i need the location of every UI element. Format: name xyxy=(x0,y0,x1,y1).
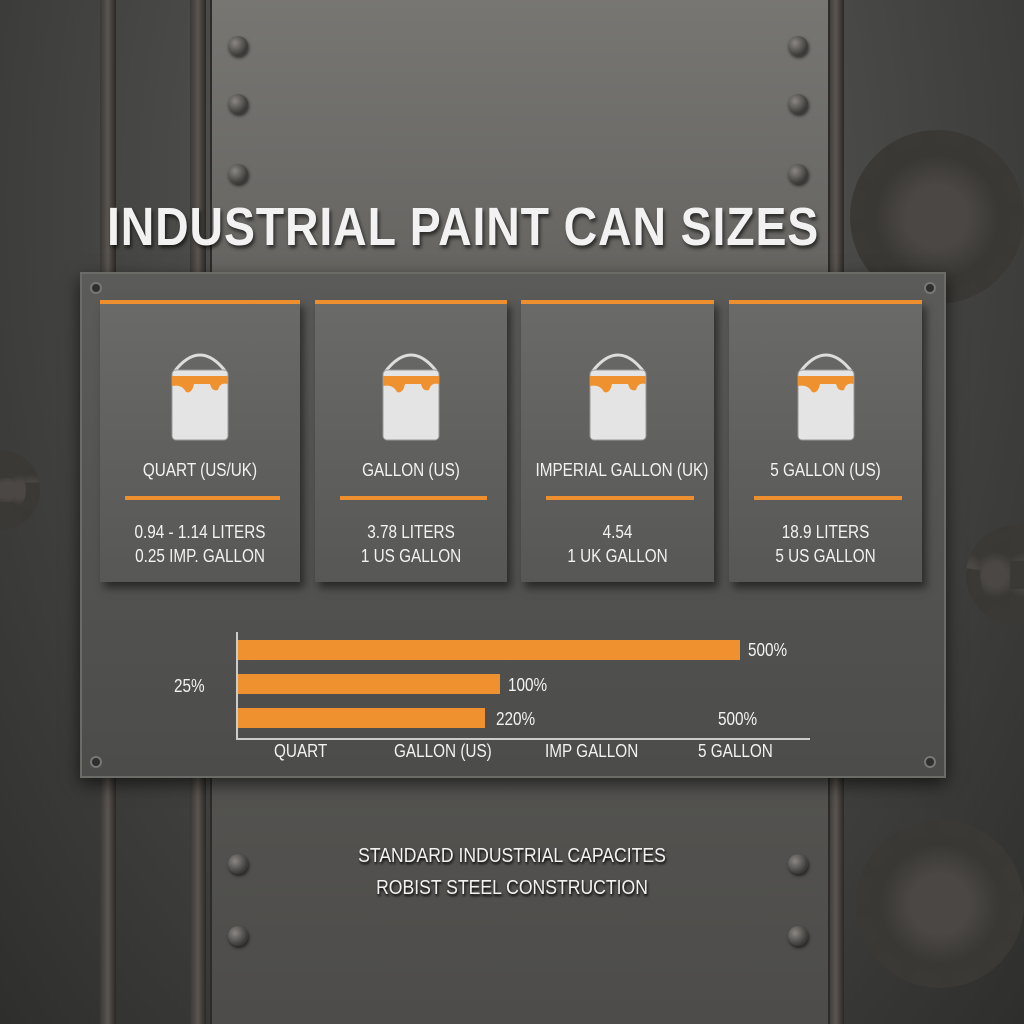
bar-1 xyxy=(238,640,740,660)
rivet xyxy=(228,36,248,56)
divider xyxy=(546,496,694,500)
screw xyxy=(90,756,102,768)
paint-can-icon xyxy=(589,353,646,441)
footer-line-2: ROBIST STEEL CONSTRUCTION xyxy=(376,877,648,899)
liters-value: 4.54 xyxy=(602,522,633,542)
x-tick-label: IMP GALLON xyxy=(545,741,639,761)
card-quart: QUART (US/UK) 0.94 - 1.14 LITERS 0.25 IMP… xyxy=(100,300,300,582)
paint-can-icon xyxy=(382,353,440,441)
gear-icon xyxy=(0,450,40,530)
rivet xyxy=(228,854,248,874)
rivet xyxy=(788,926,808,946)
card-values: 18.9 LITERS 5 US GALLON xyxy=(743,520,907,568)
bar-3 xyxy=(238,708,485,728)
card-gallon-us: GALLON (US) 3.78 LITERS 1 US GALLON xyxy=(315,300,507,582)
x-tick-label: QUART xyxy=(274,741,328,761)
gallon-value: 0.25 IMP. GALLON xyxy=(135,546,265,566)
bar-label: 220% xyxy=(496,709,536,729)
gallon-value: 5 US GALLON xyxy=(775,546,876,566)
screw xyxy=(90,282,102,294)
card-5-gallon: 5 GALLON (US) 18.9 LITERS 5 US GALLON xyxy=(729,300,922,582)
bar-label: 500% xyxy=(748,640,788,660)
divider xyxy=(754,496,902,500)
card-imperial-gallon: IMPERIAL GALLON (UK) 4.54 1 UK GALLON xyxy=(521,300,714,582)
rivet xyxy=(228,94,248,114)
y-axis xyxy=(236,632,238,740)
divider xyxy=(125,496,280,500)
rivet xyxy=(228,926,248,946)
rivet xyxy=(788,164,808,184)
screw xyxy=(924,756,936,768)
rivet xyxy=(228,164,248,184)
extra-label: 500% xyxy=(718,709,758,729)
divider xyxy=(340,496,487,500)
card-values: 3.78 LITERS 1 US GALLON xyxy=(329,520,492,568)
paint-can-icon xyxy=(171,353,229,441)
footer-line-1: STANDARD INDUSTRIAL CAPACITES xyxy=(358,845,666,867)
liters-value: 0.94 - 1.14 LITERS xyxy=(134,522,266,542)
card-name: QUART (US/UK) xyxy=(142,460,258,480)
gear-icon xyxy=(966,525,1024,625)
x-tick-label: 5 GALLON xyxy=(698,741,773,761)
liters-value: 18.9 LITERS xyxy=(781,522,870,542)
bar-label: 100% xyxy=(508,675,548,695)
paint-can-icon xyxy=(797,353,854,441)
rivet xyxy=(788,854,808,874)
card-name: IMPERIAL GALLON (UK) xyxy=(535,460,709,480)
x-tick-label: GALLON (US) xyxy=(394,741,492,761)
bar-2 xyxy=(238,674,500,694)
x-axis xyxy=(236,738,810,740)
card-name: 5 GALLON (US) xyxy=(770,460,881,480)
rivet xyxy=(788,94,808,114)
card-name: GALLON (US) xyxy=(362,460,460,480)
info-panel: QUART (US/UK) 0.94 - 1.14 LITERS 0.25 IMP… xyxy=(80,272,946,778)
page-title: INDUSTRIAL PAINT CAN SIZES xyxy=(107,197,820,257)
gallon-value: 1 UK GALLON xyxy=(567,546,668,566)
card-values: 0.94 - 1.14 LITERS 0.25 IMP. GALLON xyxy=(115,520,285,568)
screw xyxy=(924,282,936,294)
gallon-value: 1 US GALLON xyxy=(360,546,462,566)
y-label: 25% xyxy=(174,676,205,696)
liters-value: 3.78 LITERS xyxy=(367,522,455,542)
rivet xyxy=(788,36,808,56)
card-values: 4.54 1 UK GALLON xyxy=(535,520,699,568)
